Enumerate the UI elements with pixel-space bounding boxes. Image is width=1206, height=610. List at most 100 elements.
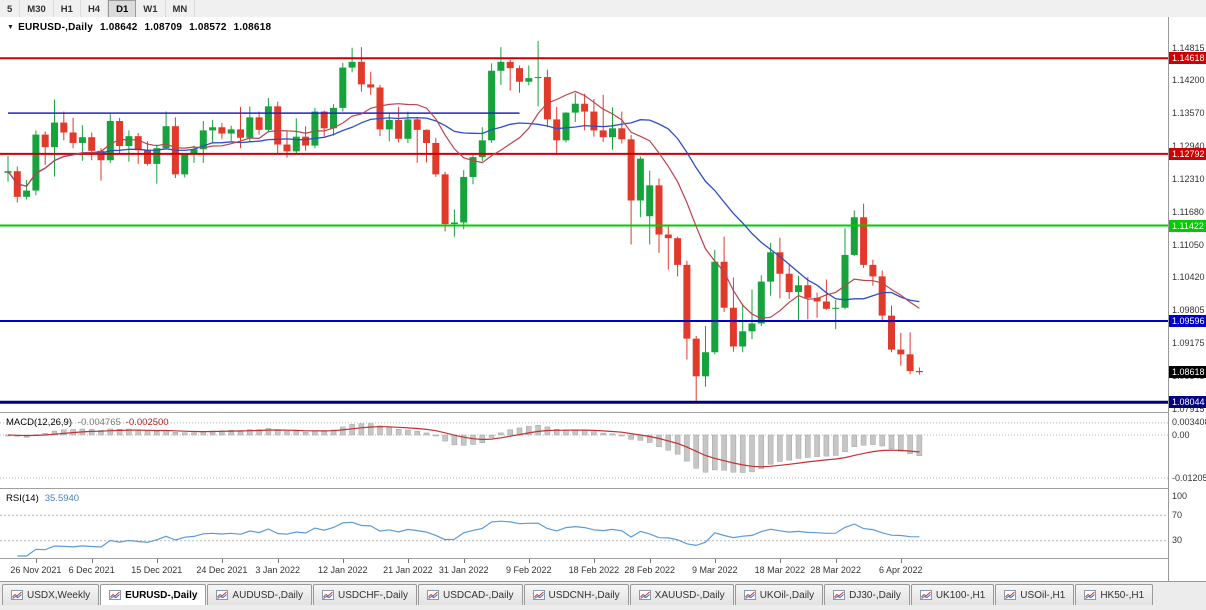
ohlc-close: 1.08618 (233, 22, 272, 33)
candle (181, 154, 189, 175)
chart-tab-dj30-daily[interactable]: DJ30-,Daily (824, 584, 910, 605)
candle (330, 107, 337, 129)
timeframe-toolbar: 5 M30 H1 H4 D1 W1 MN (0, 0, 1206, 18)
time-axis-tick (35, 559, 37, 563)
chart-tab-audusd-daily[interactable]: AUDUSD-,Daily (207, 584, 312, 605)
candle (785, 273, 793, 293)
candle (897, 349, 905, 355)
candle (134, 136, 142, 151)
panel-divider[interactable] (0, 412, 1168, 413)
candle (283, 144, 291, 152)
candle (450, 222, 458, 225)
chart-tab-usdchf-daily[interactable]: USDCHF-,Daily (312, 584, 417, 605)
mini-chart-icon (638, 590, 651, 600)
price-axis-label: 1.07915 (1172, 403, 1205, 414)
symbol-dropdown-icon[interactable]: ▼ (7, 24, 15, 31)
timeframe-button-MN[interactable]: MN (166, 0, 196, 17)
candle (497, 61, 505, 71)
rsi-plot-group (0, 514, 1168, 557)
candle (395, 119, 403, 139)
timeframe-button-W1[interactable]: W1 (136, 0, 166, 17)
candle (60, 122, 68, 133)
price-level-badge-1.12792: 1.12792 (1169, 147, 1206, 160)
candle (311, 111, 319, 146)
panel-divider[interactable] (0, 558, 1168, 559)
time-axis-tick (463, 559, 465, 563)
time-axis-label: 6 Apr 2022 (879, 565, 923, 575)
mini-chart-icon (109, 590, 122, 600)
chart-tab-uk100-h1[interactable]: UK100-,H1 (910, 584, 995, 605)
candle (441, 174, 449, 225)
time-axis-label: 21 Jan 2022 (383, 565, 433, 575)
timeframe-button-M30[interactable]: M30 (20, 0, 54, 17)
candle (469, 157, 477, 177)
mini-chart-icon (833, 590, 846, 600)
candle (655, 185, 663, 235)
macd-axis-label: -0.01205 (1172, 472, 1206, 483)
candle (246, 117, 254, 138)
candle (125, 136, 133, 147)
price-axis-label: 1.14200 (1172, 74, 1205, 85)
mini-chart-icon (11, 590, 23, 600)
timeframe-button-H1[interactable]: H1 (54, 0, 81, 17)
time-axis-tick (156, 559, 158, 563)
time-axis-tick (528, 559, 530, 563)
mini-chart-icon (321, 590, 334, 600)
price-axis[interactable]: 1.14815 1.14200 1.13570 1.12940 1.12310 1.116… (1168, 17, 1206, 581)
candle (506, 61, 514, 69)
chart-tab-usoil-h1[interactable]: USOil-,H1 (995, 584, 1075, 605)
panel-divider[interactable] (0, 488, 1168, 489)
chart-tab-hk50-h1[interactable]: HK50-,H1 (1075, 584, 1154, 605)
chart-tab-label: USDCHF-,Daily (337, 589, 408, 601)
candle (636, 158, 644, 201)
time-axis-tick (342, 559, 344, 563)
candle (748, 323, 756, 332)
candle (376, 87, 384, 130)
rsi-value: 35.5940 (44, 493, 80, 504)
chart-tab-xauusd-daily[interactable]: XAUUSD-,Daily (629, 584, 734, 605)
chart-tab-eurusd-daily[interactable]: EURUSD-,Daily (100, 584, 207, 605)
time-axis-label: 31 Jan 2022 (438, 565, 489, 575)
price-axis-label: 1.10420 (1172, 272, 1205, 283)
time-axis-tick (649, 559, 651, 563)
candle (516, 68, 523, 82)
timeframe-button-H4[interactable]: H4 (81, 0, 109, 17)
chart-tab-label: UKOil-,Daily (759, 589, 815, 601)
main-chart[interactable] (0, 17, 1168, 412)
ohlc-low: 1.08572 (189, 22, 227, 33)
timeframe-button-5[interactable]: 5 (0, 0, 21, 17)
candle (237, 129, 244, 138)
chart-tab-usdcnh-daily[interactable]: USDCNH-,Daily (523, 584, 629, 605)
chart-tab-usdx-weekly[interactable]: USDX,Weekly (2, 584, 100, 605)
chart-tab-label: XAUUSD-,Daily (654, 589, 725, 601)
candle (674, 238, 682, 265)
time-axis-label: 24 Dec 2021 (196, 565, 248, 575)
mini-chart-icon (1004, 590, 1017, 600)
time-axis-label: 9 Mar 2022 (692, 565, 738, 575)
mini-chart-icon (1084, 590, 1097, 600)
candle (274, 106, 282, 145)
mini-chart-icon (833, 590, 846, 600)
rsi-panel[interactable] (0, 489, 1168, 558)
candle (153, 148, 161, 164)
mini-chart-icon (919, 590, 932, 600)
chart-tab-usdcad-daily[interactable]: USDCAD-,Daily (417, 584, 523, 605)
time-axis-label: 6 Dec 2021 (68, 565, 115, 575)
candle (69, 132, 77, 143)
candle (367, 84, 375, 88)
time-axis-tick (779, 559, 781, 563)
price-level-badge-1.08618: 1.08618 (1169, 366, 1206, 379)
candle (776, 252, 784, 274)
candle (190, 149, 198, 155)
time-axis-tick (277, 559, 279, 563)
chart-tab-ukoil-daily[interactable]: UKOil-,Daily (734, 584, 824, 605)
time-axis[interactable]: 26 Nov 2021 6 Dec 2021 15 Dec 2021 24 Dec 2… (0, 559, 1168, 581)
macd-main-value: -0.004765 (78, 417, 121, 428)
macd-signal-line (7, 426, 920, 468)
candle (404, 119, 412, 139)
candle (432, 142, 440, 175)
macd-panel[interactable] (0, 413, 1168, 488)
timeframe-button-D1[interactable]: D1 (108, 0, 137, 17)
candle (534, 77, 542, 79)
